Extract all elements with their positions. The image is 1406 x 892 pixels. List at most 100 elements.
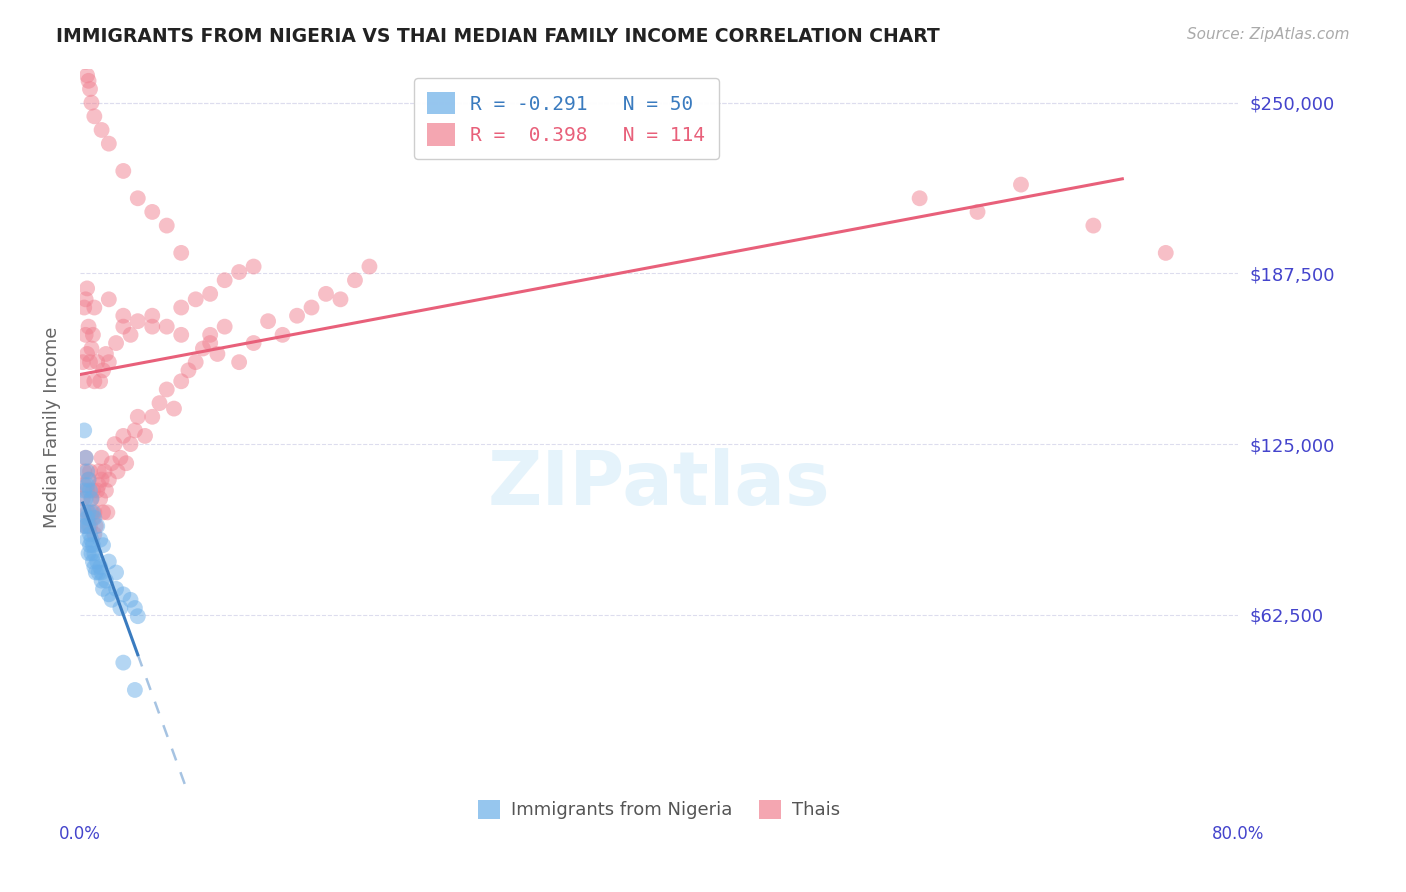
Point [124,682,146,697]
Point [73,483,96,498]
Point [72,519,94,533]
Point [124,424,146,438]
Point [82,327,104,342]
Point [80,505,103,519]
Point [170,374,193,388]
Point [89,533,111,547]
Point [134,429,156,443]
Point [908,191,931,205]
Point [75,54,97,69]
Point [104,437,127,451]
Point [82,505,104,519]
Point [76,281,98,295]
Point [141,205,163,219]
Point [83,511,105,525]
Point [80,342,103,356]
Point [82,538,104,552]
Point [96,505,118,519]
Point [107,464,129,478]
Point [80,491,103,506]
Point [110,601,132,615]
Point [315,286,337,301]
Point [79,82,101,96]
Point [75,327,97,342]
Point [89,374,111,388]
Point [82,555,104,569]
Point [76,511,98,525]
Point [91,363,114,377]
Point [112,429,135,443]
Point [79,519,101,533]
Point [191,342,214,356]
Point [141,319,163,334]
Point [97,293,120,307]
Point [97,555,120,569]
Point [228,265,250,279]
Point [184,355,207,369]
Point [156,319,179,334]
Point [359,260,381,274]
Point [79,538,101,552]
Point [170,327,193,342]
Point [94,483,117,498]
Point [329,293,352,307]
Point [141,409,163,424]
Point [271,327,294,342]
Point [1010,178,1032,192]
Point [77,473,100,487]
Point [163,401,186,416]
Point [87,566,110,580]
Point [120,327,142,342]
Point [75,491,97,506]
Point [75,519,97,533]
Point [87,464,110,478]
Point [242,336,264,351]
Point [198,286,221,301]
Point [100,456,122,470]
Point [93,464,115,478]
Text: Source: ZipAtlas.com: Source: ZipAtlas.com [1187,27,1350,42]
Point [177,363,200,377]
Point [105,582,128,596]
Point [72,491,94,506]
Point [184,293,207,307]
Point [966,205,988,219]
Point [170,246,193,260]
Point [83,546,105,560]
Point [148,396,170,410]
Point [83,374,105,388]
Point [94,574,117,588]
Point [73,374,96,388]
Point [79,355,101,369]
Point [83,527,105,541]
Point [83,560,105,574]
Point [214,273,236,287]
Point [141,309,163,323]
Point [242,260,264,274]
Text: ZIPatlas: ZIPatlas [488,448,831,521]
Point [91,538,114,552]
Text: 80.0%: 80.0% [1212,825,1264,843]
Point [76,505,98,519]
Point [76,533,98,547]
Point [77,473,100,487]
Point [112,164,135,178]
Point [110,450,132,465]
Point [112,319,135,334]
Point [79,464,101,478]
Point [84,566,107,580]
Text: IMMIGRANTS FROM NIGERIA VS THAI MEDIAN FAMILY INCOME CORRELATION CHART: IMMIGRANTS FROM NIGERIA VS THAI MEDIAN F… [56,27,941,45]
Point [77,74,100,88]
Point [75,293,97,307]
Point [84,519,107,533]
Point [75,519,97,533]
Point [90,123,112,137]
Point [257,314,280,328]
Point [76,464,98,478]
Point [90,566,112,580]
Point [127,314,149,328]
Point [73,424,96,438]
Point [80,533,103,547]
Point [170,301,193,315]
Point [228,355,250,369]
